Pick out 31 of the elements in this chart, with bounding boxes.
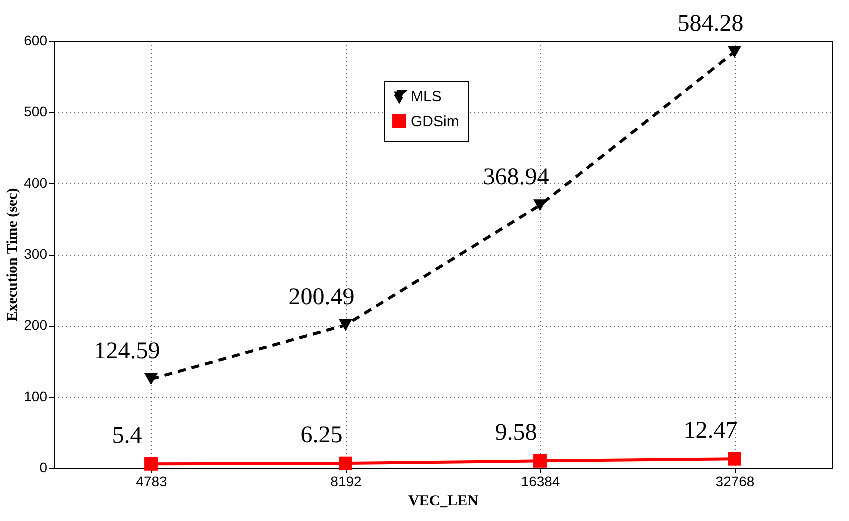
- point: [728, 452, 742, 466]
- data-label: 12.47: [684, 418, 738, 444]
- data-label: 6.25: [300, 422, 343, 449]
- y-tick-label: 400: [24, 174, 48, 191]
- point: [728, 46, 742, 58]
- data-label: 584.28: [678, 11, 744, 38]
- data-label: 200.49: [288, 284, 355, 310]
- point: [534, 454, 547, 468]
- y-tick-label: 100: [24, 388, 48, 404]
- data-label: 368.94: [483, 164, 550, 190]
- y-tick-label: 600: [24, 32, 48, 48]
- y-tick-label: 0: [40, 460, 48, 476]
- x-tick-label: 16384: [521, 474, 560, 490]
- y-axis-title: Execution Time (sec): [5, 188, 22, 322]
- x-tick-label: 32768: [716, 474, 755, 490]
- point: [534, 200, 547, 212]
- legend-label: MLS: [411, 88, 442, 106]
- y-tick-label: 300: [24, 246, 48, 262]
- x-axis-title: VEC_LEN: [408, 494, 479, 510]
- data-label: 9.58: [495, 420, 538, 446]
- data-label: 124.59: [94, 338, 160, 364]
- y-tick-label: 500: [24, 104, 48, 120]
- point: [144, 374, 158, 386]
- data-label: 5.4: [112, 423, 142, 450]
- point: [339, 320, 352, 332]
- legend-label: GDSim: [411, 114, 460, 130]
- x-tick-label: 8192: [330, 474, 362, 490]
- x-tick-label: 4783: [136, 474, 168, 490]
- point: [339, 456, 352, 470]
- point: [144, 457, 158, 471]
- y-tick-label: 200: [24, 317, 48, 334]
